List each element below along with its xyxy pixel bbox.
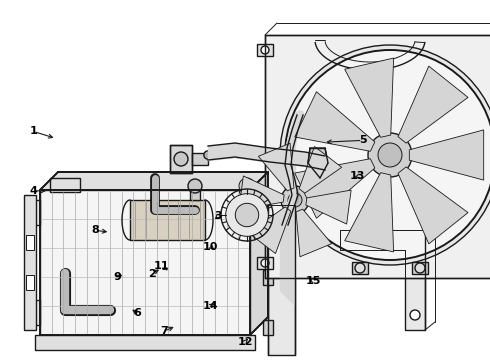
Polygon shape bbox=[308, 148, 328, 178]
Circle shape bbox=[280, 45, 490, 265]
Polygon shape bbox=[192, 153, 208, 165]
Circle shape bbox=[174, 152, 188, 166]
Polygon shape bbox=[299, 147, 342, 193]
Polygon shape bbox=[352, 262, 368, 274]
Polygon shape bbox=[306, 190, 351, 224]
Text: 8: 8 bbox=[92, 225, 99, 235]
Text: 5: 5 bbox=[359, 135, 367, 145]
Polygon shape bbox=[263, 320, 273, 335]
Circle shape bbox=[378, 143, 402, 167]
Polygon shape bbox=[344, 173, 393, 252]
Polygon shape bbox=[28, 200, 40, 225]
Polygon shape bbox=[398, 66, 468, 143]
Polygon shape bbox=[239, 176, 284, 210]
Text: 6: 6 bbox=[133, 308, 141, 318]
Circle shape bbox=[410, 310, 420, 320]
Circle shape bbox=[288, 193, 302, 207]
Polygon shape bbox=[294, 92, 375, 151]
Polygon shape bbox=[296, 209, 332, 257]
Text: 2: 2 bbox=[148, 269, 156, 279]
Text: 11: 11 bbox=[154, 261, 170, 271]
Circle shape bbox=[226, 194, 269, 236]
Polygon shape bbox=[398, 167, 468, 244]
Circle shape bbox=[355, 263, 365, 273]
Polygon shape bbox=[50, 178, 80, 192]
Polygon shape bbox=[250, 172, 268, 335]
Text: 9: 9 bbox=[114, 272, 122, 282]
Polygon shape bbox=[257, 44, 273, 56]
Text: 3: 3 bbox=[214, 211, 222, 221]
Polygon shape bbox=[294, 159, 375, 218]
Polygon shape bbox=[263, 220, 273, 235]
Polygon shape bbox=[35, 335, 255, 350]
Circle shape bbox=[261, 46, 269, 54]
Polygon shape bbox=[258, 143, 294, 191]
Polygon shape bbox=[130, 200, 205, 240]
Polygon shape bbox=[40, 190, 250, 335]
Text: 13: 13 bbox=[350, 171, 366, 181]
Circle shape bbox=[410, 240, 420, 250]
Circle shape bbox=[415, 263, 425, 273]
Circle shape bbox=[281, 186, 309, 214]
Circle shape bbox=[239, 178, 255, 194]
Circle shape bbox=[261, 259, 269, 267]
Polygon shape bbox=[409, 130, 484, 180]
Text: 7: 7 bbox=[160, 326, 168, 336]
Polygon shape bbox=[344, 58, 393, 137]
Circle shape bbox=[188, 179, 202, 193]
Polygon shape bbox=[263, 270, 273, 285]
Polygon shape bbox=[26, 275, 34, 290]
Polygon shape bbox=[170, 145, 192, 173]
Circle shape bbox=[235, 203, 259, 227]
Polygon shape bbox=[40, 172, 268, 190]
Polygon shape bbox=[28, 300, 40, 325]
Polygon shape bbox=[24, 195, 36, 330]
Polygon shape bbox=[265, 35, 490, 278]
Polygon shape bbox=[26, 235, 34, 250]
Text: 1: 1 bbox=[29, 126, 37, 136]
Text: 12: 12 bbox=[237, 337, 253, 347]
Text: 10: 10 bbox=[203, 242, 219, 252]
Polygon shape bbox=[268, 205, 295, 355]
Circle shape bbox=[368, 133, 412, 177]
Polygon shape bbox=[257, 257, 273, 269]
Text: 15: 15 bbox=[306, 276, 321, 286]
Polygon shape bbox=[190, 186, 200, 200]
Polygon shape bbox=[248, 207, 291, 253]
Text: 4: 4 bbox=[29, 186, 37, 196]
Polygon shape bbox=[412, 262, 428, 274]
Polygon shape bbox=[340, 230, 425, 330]
Circle shape bbox=[285, 50, 490, 260]
Text: 14: 14 bbox=[203, 301, 219, 311]
